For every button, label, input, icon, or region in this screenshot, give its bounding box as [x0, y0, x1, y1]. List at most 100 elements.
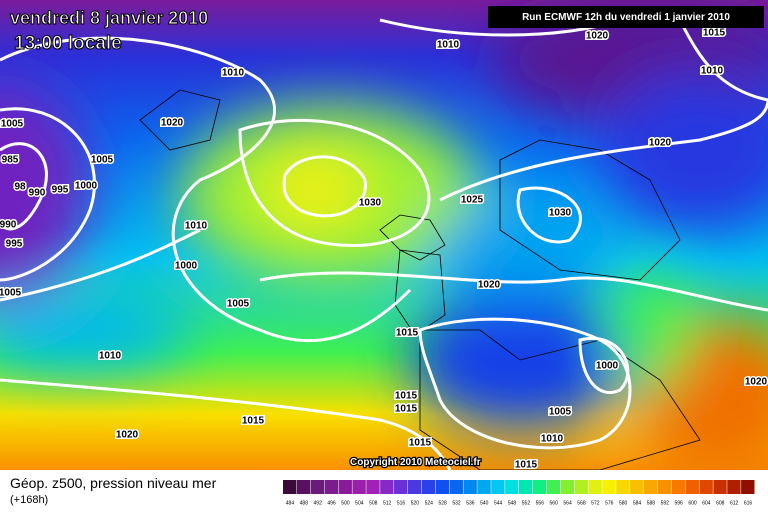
- isobar-label: 1020: [649, 138, 672, 149]
- scale-swatch: [713, 480, 727, 494]
- scale-swatch: [310, 480, 325, 494]
- isobar-label: 995: [52, 185, 69, 196]
- scale-label: 608: [716, 500, 725, 506]
- run-box: [488, 6, 764, 28]
- scale-label: 496: [327, 500, 336, 506]
- run-info: Run ECMWF 12h du vendredi 1 janvier 2010: [522, 12, 730, 23]
- scale-label: 484: [286, 500, 295, 506]
- scale-label: 552: [522, 500, 531, 506]
- coastline: [139, 89, 701, 471]
- scale-swatch: [727, 480, 741, 494]
- scale-label: 492: [314, 500, 323, 506]
- scale-label: 532: [452, 500, 461, 506]
- isobar-label: 1020: [478, 280, 501, 291]
- scale-label: 596: [674, 500, 683, 506]
- scale-label: 520: [411, 500, 420, 506]
- scale-label: 528: [438, 500, 447, 506]
- isobar-label: 1030: [549, 208, 572, 219]
- isobar: [282, 155, 367, 218]
- isobar: [0, 228, 201, 302]
- isobar: [516, 186, 582, 244]
- scale-label: 540: [480, 500, 489, 506]
- scale-label: 504: [355, 500, 364, 506]
- isobar-label: 985: [2, 155, 19, 166]
- scale-swatch: [366, 480, 380, 494]
- isobar-label: 1000: [596, 361, 619, 372]
- scale-swatch: [421, 480, 436, 494]
- scale-label: 488: [300, 500, 309, 506]
- scale-label: 556: [536, 500, 545, 506]
- scale-swatch: [574, 480, 588, 494]
- scale-label: 516: [397, 500, 406, 506]
- scale-label: 524: [425, 500, 434, 506]
- scale-swatch: [602, 480, 616, 494]
- scale-label: 568: [577, 500, 586, 506]
- isobar-label: 1015: [703, 28, 726, 39]
- scale-label: 536: [466, 500, 475, 506]
- isobar-label: 1010: [701, 66, 724, 77]
- isobar-label: 1020: [161, 118, 184, 129]
- scale-swatch: [380, 480, 394, 494]
- isobar-label: 1020: [116, 430, 139, 441]
- isobar: [0, 107, 96, 282]
- isobar: [418, 317, 632, 450]
- isobar: [0, 378, 452, 471]
- isobar-label: 1005: [1, 119, 24, 130]
- isobar-label: 1015: [242, 416, 265, 427]
- isobar: [0, 142, 48, 231]
- coastlines: [139, 89, 701, 471]
- scale-label: 588: [647, 500, 656, 506]
- isobar-label: 995: [6, 239, 23, 250]
- isobar: [259, 271, 768, 312]
- isobar-label: 1025: [461, 195, 484, 206]
- isobar-label: 1015: [409, 438, 432, 449]
- scale-swatch: [352, 480, 366, 494]
- scale-label: 584: [633, 500, 642, 506]
- scale-swatch: [283, 480, 297, 494]
- isobar-label: 1020: [586, 31, 609, 42]
- scale-label: 600: [688, 500, 697, 506]
- scale-swatch: [477, 480, 491, 494]
- scale-swatch: [491, 480, 505, 494]
- isobar-label: 1005: [549, 407, 572, 418]
- isobar-label: 1015: [395, 404, 418, 415]
- scale-swatch: [324, 480, 339, 494]
- scale-label: 592: [661, 500, 670, 506]
- scale-swatch: [630, 480, 644, 494]
- scale-label: 580: [619, 500, 628, 506]
- scale-label: 560: [550, 500, 559, 506]
- isobar-label: 1015: [395, 391, 418, 402]
- isobar-label: 1015: [515, 460, 538, 471]
- isobar-label: 1010: [185, 221, 208, 232]
- scale-swatch: [671, 480, 686, 494]
- isobar-label: 1030: [359, 198, 382, 209]
- isobar-label: 1005: [91, 155, 114, 166]
- scale-label: 544: [494, 500, 503, 506]
- scale-label: 548: [508, 500, 517, 506]
- isobar-label: 990: [0, 220, 17, 231]
- isobar-label: 1000: [75, 181, 98, 192]
- scale-label: 612: [730, 500, 739, 506]
- scale-swatch: [699, 480, 713, 494]
- scale-label: 564: [563, 500, 572, 506]
- scale-swatch: [532, 480, 547, 494]
- isobar: [0, 36, 412, 342]
- scale-label: 508: [369, 500, 378, 506]
- forecast-date: vendredi 8 janvier 2010: [10, 8, 208, 28]
- scale-swatch: [505, 480, 519, 494]
- scale-label: 576: [605, 500, 614, 506]
- scale-swatch: [449, 480, 463, 494]
- scale-swatch: [741, 480, 755, 494]
- isobar: [678, 19, 768, 102]
- isobars: [0, 18, 768, 471]
- isobar-label: 1010: [99, 351, 122, 362]
- isobar-label: 98: [14, 182, 26, 193]
- isobar: [238, 118, 431, 248]
- isobar: [578, 336, 630, 394]
- isobar-label: 1000: [175, 261, 198, 272]
- isobar-label: 1010: [437, 40, 460, 51]
- scale-swatch: [296, 480, 311, 494]
- copyright: Copyright 2010 Meteociel.fr: [350, 457, 481, 468]
- scale-swatch: [435, 480, 450, 494]
